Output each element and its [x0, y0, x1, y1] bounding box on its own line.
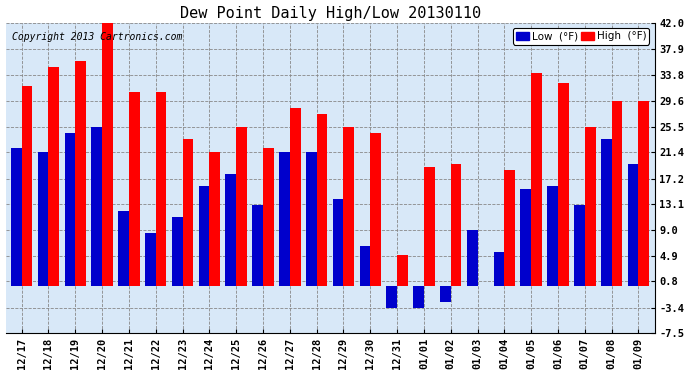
Bar: [209, 152, 220, 286]
Bar: [467, 230, 477, 286]
Bar: [65, 133, 75, 286]
Bar: [558, 82, 569, 286]
Bar: [102, 23, 113, 286]
Bar: [344, 126, 354, 286]
Bar: [628, 164, 638, 286]
Bar: [424, 167, 435, 286]
Bar: [413, 286, 424, 308]
Bar: [21, 86, 32, 286]
Bar: [129, 92, 139, 286]
Bar: [199, 186, 209, 286]
Bar: [11, 148, 21, 286]
Bar: [48, 67, 59, 286]
Bar: [183, 139, 193, 286]
Bar: [601, 139, 611, 286]
Bar: [226, 174, 236, 286]
Bar: [440, 286, 451, 302]
Bar: [253, 205, 263, 286]
Bar: [333, 199, 344, 286]
Bar: [75, 61, 86, 286]
Bar: [91, 126, 102, 286]
Bar: [531, 73, 542, 286]
Bar: [451, 164, 462, 286]
Bar: [386, 286, 397, 308]
Bar: [611, 102, 622, 286]
Bar: [145, 233, 156, 286]
Bar: [317, 114, 327, 286]
Bar: [547, 186, 558, 286]
Bar: [371, 133, 381, 286]
Bar: [306, 152, 317, 286]
Bar: [290, 108, 301, 286]
Bar: [279, 152, 290, 286]
Text: Copyright 2013 Cartronics.com: Copyright 2013 Cartronics.com: [12, 32, 182, 42]
Bar: [38, 152, 48, 286]
Bar: [574, 205, 585, 286]
Legend: Low  (°F), High  (°F): Low (°F), High (°F): [513, 28, 649, 45]
Bar: [172, 217, 183, 286]
Bar: [236, 126, 247, 286]
Title: Dew Point Daily High/Low 20130110: Dew Point Daily High/Low 20130110: [179, 6, 481, 21]
Bar: [118, 211, 129, 286]
Bar: [263, 148, 274, 286]
Bar: [638, 102, 649, 286]
Bar: [359, 246, 371, 286]
Bar: [156, 92, 166, 286]
Bar: [585, 126, 595, 286]
Bar: [493, 252, 504, 286]
Bar: [504, 170, 515, 286]
Bar: [397, 255, 408, 286]
Bar: [520, 189, 531, 286]
